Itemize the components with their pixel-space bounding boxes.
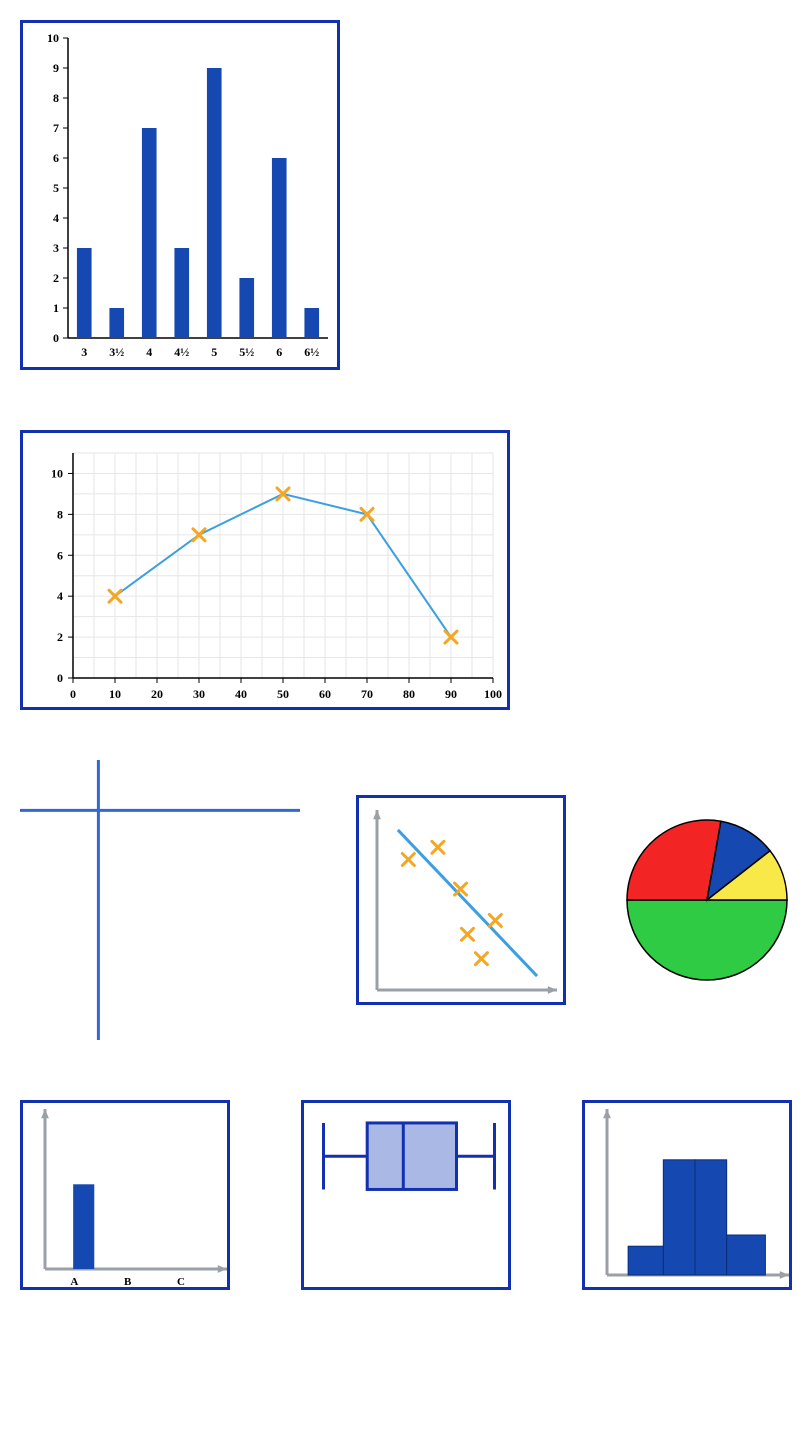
x-tick-label: C <box>177 1276 185 1288</box>
y-tick-label: 8 <box>57 507 63 521</box>
x-tick-label: 4 <box>146 345 152 359</box>
x-tick-label: 30 <box>193 687 205 701</box>
y-tick-label: 5 <box>53 181 59 195</box>
y-tick-label: 3 <box>53 241 59 255</box>
y-tick-label: 1 <box>53 301 59 315</box>
histogram <box>582 1100 792 1290</box>
x-tick-label: 5 <box>211 345 217 359</box>
x-tick-label: 100 <box>484 687 502 701</box>
small-bar-chart: A B C <box>20 1100 230 1290</box>
row-middle <box>20 760 792 1040</box>
x-tick-label: 3 <box>81 345 87 359</box>
x-tick-label: 5½ <box>239 345 254 359</box>
box-plot <box>301 1100 511 1290</box>
line-chart: 02468100102030405060708090100 <box>20 430 510 710</box>
row-bottom: A B C <box>20 1100 792 1290</box>
x-tick-label: 3½ <box>109 345 124 359</box>
x-tick-label: A <box>70 1276 78 1288</box>
x-tick-label: 6½ <box>304 345 319 359</box>
x-tick-label: 60 <box>319 687 331 701</box>
y-tick-label: 6 <box>53 151 59 165</box>
x-tick-label: 70 <box>361 687 373 701</box>
y-tick-label: 2 <box>57 630 63 644</box>
y-tick-label: 10 <box>51 466 63 480</box>
x-tick-label: 6 <box>276 345 282 359</box>
x-tick-label: 40 <box>235 687 247 701</box>
bar-chart: 0 1 2 3 4 5 6 7 8 9 10 3 3½ 4 4½ 5 5½ 6 6½ <box>20 20 340 370</box>
y-tick-label: 7 <box>53 121 59 135</box>
pie-chart <box>622 815 792 985</box>
x-tick-label: 80 <box>403 687 415 701</box>
x-tick-label: 4½ <box>174 345 189 359</box>
y-tick-label: 6 <box>57 548 63 562</box>
y-tick-label: 4 <box>53 211 59 225</box>
y-tick-label: 2 <box>53 271 59 285</box>
y-tick-label: 4 <box>57 589 63 603</box>
y-tick-label: 10 <box>47 31 59 45</box>
x-tick-label: 90 <box>445 687 457 701</box>
cross-axes <box>20 760 300 1040</box>
x-tick-label: 10 <box>109 687 121 701</box>
scatter-chart <box>356 795 566 1005</box>
y-tick-label: 0 <box>53 331 59 345</box>
y-tick-label: 8 <box>53 91 59 105</box>
y-tick-label: 0 <box>57 671 63 685</box>
x-tick-label: 50 <box>277 687 289 701</box>
x-tick-label: B <box>124 1276 132 1288</box>
x-tick-label: 20 <box>151 687 163 701</box>
y-tick-label: 9 <box>53 61 59 75</box>
x-tick-label: 0 <box>70 687 76 701</box>
